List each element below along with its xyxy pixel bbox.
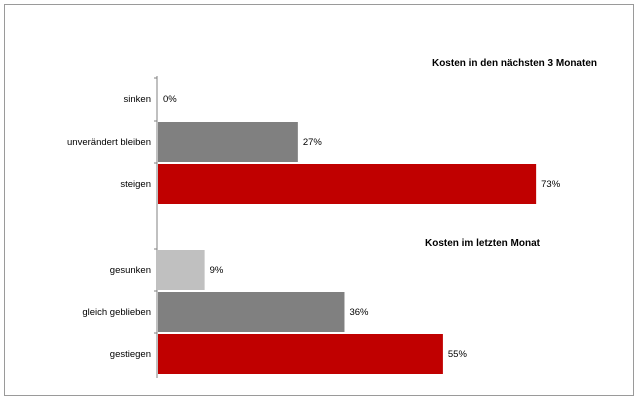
value-label: 36% — [349, 307, 369, 318]
bar — [158, 122, 298, 162]
category-label: sinken — [124, 94, 151, 105]
bar — [158, 164, 537, 204]
value-label: 27% — [303, 137, 323, 148]
value-label: 0% — [163, 94, 177, 105]
chart-title-1: Kosten in den nächsten 3 Monaten — [432, 58, 597, 69]
bar — [158, 292, 345, 332]
category-label: steigen — [120, 179, 151, 190]
category-label: unverändert bleiben — [67, 137, 151, 148]
value-label: 9% — [210, 265, 224, 276]
value-label: 73% — [541, 179, 561, 190]
bar — [158, 334, 443, 374]
bar — [158, 250, 205, 290]
category-label: gesunken — [110, 265, 151, 276]
category-label: gestiegen — [110, 349, 151, 360]
chart-title-2: Kosten im letzten Monat — [425, 238, 541, 249]
category-label: gleich geblieben — [82, 307, 151, 318]
value-label: 55% — [448, 349, 468, 360]
